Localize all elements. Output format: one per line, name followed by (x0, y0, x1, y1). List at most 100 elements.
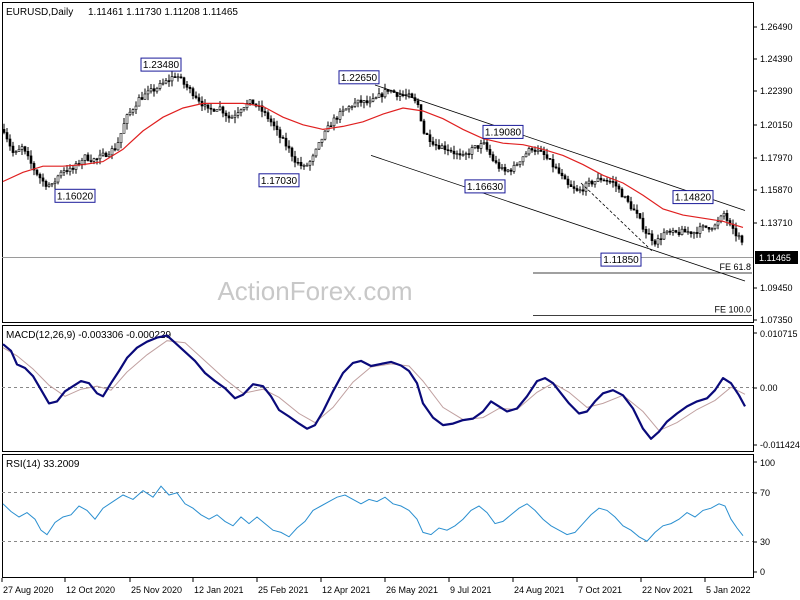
candle-body (461, 154, 465, 156)
macd-tick-label: 0.010715 (760, 329, 798, 339)
rsi-tick-label: 0 (760, 567, 765, 577)
candle-body (578, 189, 582, 192)
candle-body (149, 88, 153, 92)
candle-body (203, 104, 207, 107)
candle-body (323, 130, 327, 140)
candle-body (518, 161, 522, 165)
candle-body (353, 102, 357, 107)
candle-body (557, 167, 561, 174)
candle-body (614, 181, 618, 187)
candle-body (17, 149, 21, 152)
candle-body (281, 137, 285, 139)
candle-body (647, 233, 651, 235)
x-tick-11: 22 Nov 2021 (640, 578, 693, 595)
candle-body (272, 121, 276, 127)
candle-body (248, 99, 252, 104)
candle-body (734, 228, 738, 237)
price-level-label: 1.16630 (467, 182, 504, 193)
fib-level-label: FE 100.0 (714, 304, 751, 314)
rsi-y-axis: 100 70 30 0 (2, 458, 775, 577)
candle-body (194, 95, 198, 98)
candle-body (638, 213, 642, 219)
candle-body (632, 208, 636, 211)
macd-tick-label: 0.00 (760, 383, 778, 393)
panel-frames (2, 2, 754, 578)
x-tick-7: 26 May 2021 (384, 578, 438, 595)
price-level-label: 1.11850 (603, 255, 639, 266)
price-tick-label: 1.13710 (760, 218, 793, 228)
x-tick-label: 9 Jul 2021 (450, 585, 492, 595)
price-level-label: 1.22650 (341, 73, 378, 84)
candle-body (233, 114, 237, 118)
x-tick-label: 12 Jan 2021 (194, 585, 244, 595)
price-tick-label: 1.24390 (760, 54, 793, 64)
last-price-label: 1.11465 (759, 253, 791, 263)
candle-body (644, 229, 648, 234)
price-level-box (600, 252, 642, 267)
candle-body (161, 82, 165, 85)
candle-body (497, 162, 501, 169)
candle-body (407, 93, 411, 96)
candle-body (338, 111, 342, 120)
candle-body (653, 240, 657, 245)
rsi-tick-label: 30 (760, 537, 770, 547)
candle-body (623, 196, 627, 198)
candle-body (329, 125, 333, 128)
candle-body (515, 164, 519, 166)
candle-body (563, 175, 567, 180)
candle-body (314, 148, 318, 157)
price-tick-3: 1.22390 (753, 86, 793, 96)
candle-body (302, 165, 306, 167)
price-tick-label: 1.15870 (760, 185, 793, 195)
candle-body (320, 138, 324, 143)
candle-body (602, 179, 606, 182)
price-level-box (464, 179, 506, 194)
candle-body (113, 148, 117, 151)
candle-body (506, 169, 510, 172)
price-header-ohlc: 1.11461 1.11730 1.11208 1.11465 (88, 7, 238, 18)
rsi-tick-label: 70 (760, 488, 770, 498)
candle-body (617, 185, 621, 190)
price-y-axis: 1.26490 1.24390 1.22390 1.20150 1.17970 … (2, 22, 798, 325)
x-tick-label: 27 Aug 2020 (3, 585, 54, 595)
candle-body (455, 153, 459, 155)
price-tick-8: 1.09450 (753, 283, 793, 293)
candle-body (572, 186, 576, 189)
x-tick-label: 24 Aug 2021 (514, 585, 565, 595)
candle-body (485, 142, 489, 150)
candle-body (251, 99, 255, 105)
candle-body (440, 145, 444, 150)
candle-body (80, 160, 84, 165)
candle-body (284, 137, 288, 147)
candle-body (737, 235, 741, 238)
candle-body (29, 155, 33, 164)
candle-body (56, 175, 60, 183)
candle-body (635, 209, 639, 214)
candle-body (182, 77, 186, 85)
candle-body (650, 233, 654, 241)
macd-layer (2, 334, 746, 440)
x-tick-5: 25 Feb 2021 (256, 578, 309, 595)
candle-body (596, 177, 600, 182)
candle-body (134, 105, 138, 110)
candle-body (500, 167, 504, 169)
candle-body (290, 147, 294, 157)
candle-body (263, 111, 267, 113)
candle-body (41, 177, 45, 182)
candle-body (383, 89, 387, 98)
candle-body (128, 111, 132, 115)
annotation-layer: 1.23480 1.16020 1.17030 1.22650 1.19080 1.166… (54, 57, 714, 267)
candle-body (95, 158, 99, 160)
candle-body (185, 84, 189, 88)
price-tick-label: 1.09450 (760, 283, 793, 293)
candle-body (365, 100, 369, 104)
price-tick-5: 1.17970 (753, 153, 793, 163)
candle-body (65, 170, 69, 172)
price-level-label: 1.16020 (57, 191, 94, 202)
candle-body (2, 129, 6, 133)
candle-body (683, 228, 687, 233)
candle-body (509, 169, 513, 172)
candle-body (239, 109, 243, 114)
candle-body (524, 153, 528, 158)
